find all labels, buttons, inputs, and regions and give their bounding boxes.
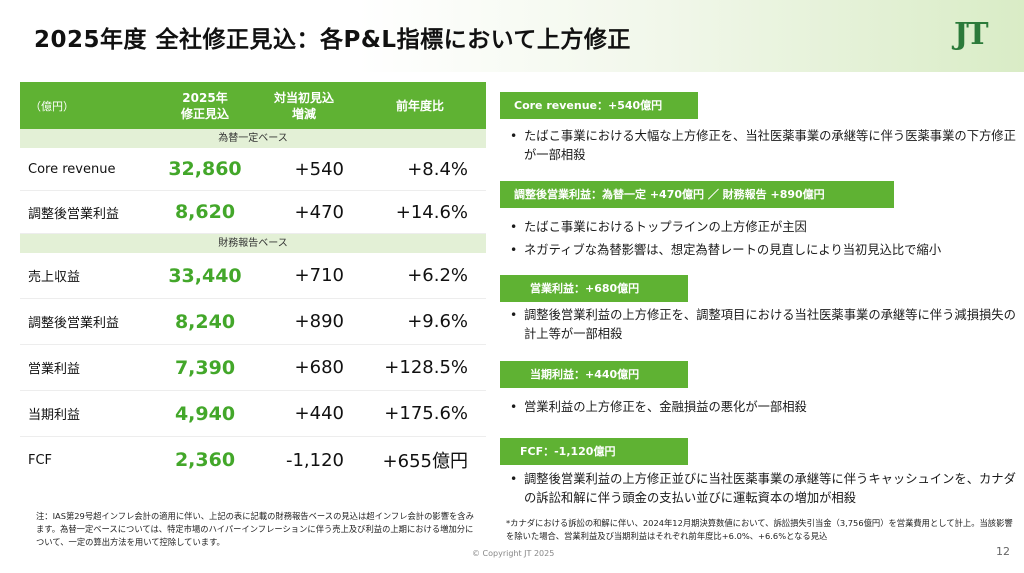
forecast-table: （億円） 2025年 修正見込 対当初見込 増減 前年度比 為替一定ベース Co… — [20, 82, 486, 483]
table-row: 当期利益 4,940 +440 +175.6% — [20, 391, 486, 437]
header-diff-line1: 対当初見込 — [273, 90, 334, 105]
row-value: 8,620 — [174, 201, 236, 223]
badge-adjusted-op: 調整後営業利益：為替一定 +470億円 ／ 財務報告 +890億円 — [500, 181, 894, 208]
bullet-core-revenue: たばこ事業における大幅な上方修正を、当社医薬事業の承継等に伴う医薬事業の下方修正… — [508, 127, 1016, 165]
footnote-left: 注：IAS第29号超インフレ会計の適用に伴い、上記の表に記載の財務報告ベースの見… — [36, 511, 474, 547]
page-title: 2025年度 全社修正見込：各P&L指標において上方修正 — [34, 27, 631, 53]
bullet-adjusted-op-1: たばこ事業におけるトップラインの上方修正が主因 — [508, 218, 1016, 237]
row-diff: +890 — [294, 311, 344, 332]
bullet-net-profit: 営業利益の上方修正を、金融損益の悪化が一部相殺 — [508, 398, 1016, 417]
unit-label: （億円） — [30, 99, 74, 113]
section-reported: 財務報告ベース — [20, 234, 486, 253]
badge-core-revenue: Core revenue：+540億円 — [500, 92, 698, 119]
row-label: 調整後営業利益 — [28, 206, 120, 222]
row-value: 32,860 — [168, 158, 242, 180]
badge-fcf: FCF：-1,120億円 — [500, 438, 688, 465]
row-diff: -1,120 — [285, 449, 344, 471]
badge-net-profit: 当期利益：+440億円 — [500, 361, 688, 388]
badge-operating-profit: 営業利益：+680億円 — [500, 275, 688, 302]
row-label: 営業利益 — [28, 362, 81, 377]
jt-logo: JT — [954, 17, 989, 52]
row-diff: +440 — [294, 403, 344, 424]
header-forecast-line1: 2025年 — [182, 90, 228, 105]
row-diff: +540 — [294, 158, 344, 180]
header-band: 2025年度 全社修正見込：各P&L指標において上方修正 JT — [0, 0, 1024, 72]
row-label: 調整後営業利益 — [28, 316, 120, 331]
row-value: 8,240 — [174, 310, 236, 333]
row-label: 売上収益 — [28, 270, 81, 285]
table-row: FCF 2,360 -1,120 +655億円 — [20, 437, 486, 483]
row-value: 7,390 — [174, 356, 236, 379]
header-diff-line2: 増減 — [291, 106, 316, 121]
header-yoy: 前年度比 — [395, 99, 444, 113]
table-row: 調整後営業利益 8,620 +470 +14.6% — [20, 191, 486, 234]
row-label: Core revenue — [28, 161, 116, 177]
table-row: 営業利益 7,390 +680 +128.5% — [20, 345, 486, 391]
row-yoy: +9.6% — [407, 311, 468, 332]
table-row: 売上収益 33,440 +710 +6.2% — [20, 253, 486, 299]
row-yoy: +8.4% — [407, 158, 468, 180]
page-number: 12 — [996, 545, 1010, 558]
row-yoy: +6.2% — [407, 265, 468, 286]
row-value: 2,360 — [174, 449, 236, 471]
bullet-operating-profit: 調整後営業利益の上方修正を、調整項目における当社医薬事業の承継等に伴う減損損失の… — [508, 306, 1016, 344]
table-row: Core revenue 32,860 +540 +8.4% — [20, 148, 486, 191]
row-label: FCF — [28, 452, 53, 468]
row-diff: +680 — [294, 357, 344, 378]
section-constant-fx: 為替一定ベース — [20, 129, 486, 148]
header-forecast: 2025年 修正見込 — [156, 90, 254, 122]
footnote-right: *カナダにおける訴訟の和解に伴い、2024年12月期決算数値において、訴訟損失引… — [506, 518, 1013, 541]
bullet-adjusted-op-2: ネガティブな為替影響は、想定為替レートの見直しにより当初見込比で縮小 — [508, 241, 1016, 260]
row-value: 4,940 — [174, 402, 236, 425]
row-diff: +470 — [294, 201, 344, 223]
header-diff: 対当初見込 増減 — [254, 90, 354, 122]
row-yoy: +128.5% — [384, 357, 468, 378]
table-header: （億円） 2025年 修正見込 対当初見込 増減 前年度比 — [20, 82, 486, 129]
header-forecast-line2: 修正見込 — [180, 106, 229, 121]
table-row: 調整後営業利益 8,240 +890 +9.6% — [20, 299, 486, 345]
row-diff: +710 — [294, 265, 344, 286]
copyright: © Copyright JT 2025 — [472, 549, 555, 558]
row-yoy: +14.6% — [395, 201, 468, 223]
row-label: 当期利益 — [28, 408, 81, 423]
row-yoy: +175.6% — [384, 403, 468, 424]
row-value: 33,440 — [168, 264, 242, 287]
row-yoy: +655億円 — [382, 451, 468, 472]
bullet-fcf: 調整後営業利益の上方修正並びに当社医薬事業の承継等に伴うキャッシュインを、カナダ… — [508, 470, 1016, 508]
